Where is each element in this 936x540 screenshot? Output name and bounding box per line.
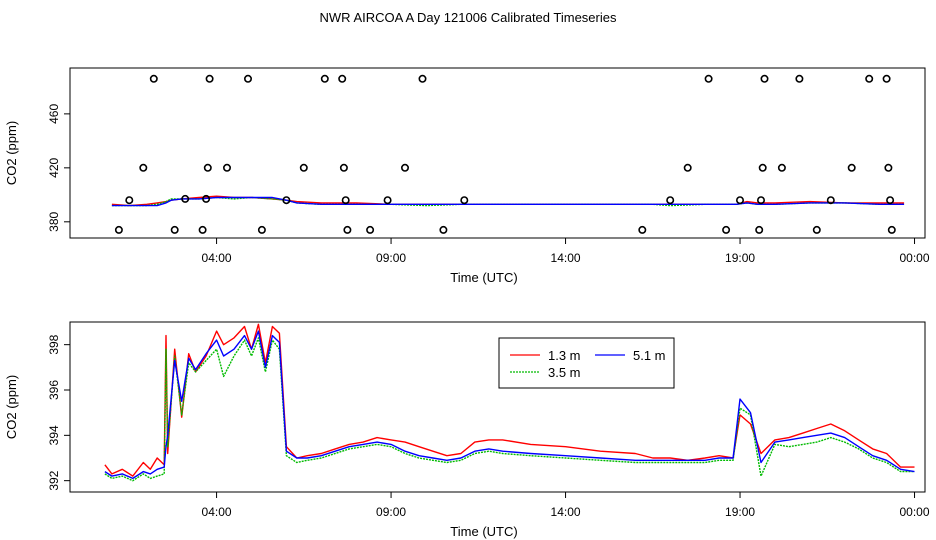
y-axis-bottom: 392 394 396 398 <box>47 334 70 491</box>
series-group-bottom <box>104 323 915 482</box>
chart-title: NWR AIRCOA A Day 121006 Calibrated Times… <box>320 10 617 25</box>
y-axis-top: 380 420 460 <box>47 104 70 232</box>
data-point-36 <box>777 163 786 172</box>
legend-box <box>498 337 675 389</box>
data-point-5 <box>181 194 190 203</box>
x-axis-top: 04:00 09:00 14:00 19:00 00:00 <box>202 238 930 265</box>
data-point-14 <box>299 163 308 172</box>
legend-label-3-5m: 3.5 m <box>548 365 581 380</box>
x-axis-label-bottom: Time (UTC) <box>450 524 517 539</box>
y-tick-label-top-1: 420 <box>47 158 61 178</box>
y-tick-label-bottom-0: 392 <box>47 470 61 490</box>
series-line-bottom-5-1-m <box>104 330 915 480</box>
data-point-37 <box>795 74 804 83</box>
data-point-6 <box>198 225 207 234</box>
x-tick-label-top-1: 09:00 <box>376 251 406 265</box>
data-point-39 <box>826 196 835 205</box>
data-point-27 <box>666 196 675 205</box>
data-point-30 <box>722 225 731 234</box>
data-point-26 <box>638 225 647 234</box>
data-point-11 <box>244 74 253 83</box>
data-point-44 <box>886 196 895 205</box>
legend-label-5-1m: 5.1 m <box>633 348 666 363</box>
y-axis-label-top: CO2 (ppm) <box>4 121 19 185</box>
data-point-7 <box>202 194 211 203</box>
data-point-1 <box>125 196 134 205</box>
series-line-top-5-1-m <box>111 196 905 207</box>
data-point-12 <box>257 225 266 234</box>
data-point-28 <box>683 163 692 172</box>
x-tick-label-top-2: 14:00 <box>551 251 581 265</box>
series-group-top <box>111 195 905 207</box>
data-point-43 <box>884 163 893 172</box>
x-axis-bottom: 04:00 09:00 14:00 19:00 00:00 <box>202 492 930 519</box>
plot-frame-top <box>69 67 926 239</box>
data-point-17 <box>339 163 348 172</box>
data-point-34 <box>758 163 767 172</box>
x-tick-label-bottom-3: 19:00 <box>725 505 755 519</box>
data-point-2 <box>139 163 148 172</box>
y-tick-label-top-0: 380 <box>47 211 61 231</box>
y-axis-label-bottom: CO2 (ppm) <box>4 375 19 439</box>
x-tick-label-bottom-1: 09:00 <box>376 505 406 519</box>
x-axis-label-top: Time (UTC) <box>450 270 517 285</box>
data-point-13 <box>282 196 291 205</box>
legend-label-1-3m: 1.3 m <box>548 348 581 363</box>
legend: 1.3 m 5.1 m 3.5 m <box>498 337 675 389</box>
data-point-29 <box>704 74 713 83</box>
data-point-23 <box>418 74 427 83</box>
data-point-8 <box>203 163 212 172</box>
panel-bottom: 04:00 09:00 14:00 19:00 00:00 392 394 396 398 T… <box>4 321 930 539</box>
data-point-42 <box>882 74 891 83</box>
data-point-3 <box>149 74 158 83</box>
data-point-18 <box>341 196 350 205</box>
y-tick-label-top-2: 460 <box>47 104 61 124</box>
y-tick-label-bottom-2: 396 <box>47 380 61 400</box>
data-point-24 <box>439 225 448 234</box>
points-group-top <box>114 74 896 234</box>
data-point-25 <box>460 196 469 205</box>
y-tick-label-bottom-1: 394 <box>47 425 61 445</box>
y-tick-label-bottom-3: 398 <box>47 334 61 354</box>
data-point-31 <box>735 196 744 205</box>
data-point-22 <box>400 163 409 172</box>
panel-top: 04:00 09:00 14:00 19:00 00:00 380 420 460 Time… <box>4 67 930 285</box>
x-tick-label-bottom-0: 04:00 <box>202 505 232 519</box>
data-point-9 <box>205 74 214 83</box>
series-line-bottom-3-5-m <box>104 337 915 482</box>
data-point-33 <box>756 196 765 205</box>
data-point-4 <box>170 225 179 234</box>
data-point-40 <box>847 163 856 172</box>
data-point-0 <box>114 225 123 234</box>
data-point-32 <box>755 225 764 234</box>
data-point-35 <box>760 74 769 83</box>
x-tick-label-top-4: 00:00 <box>900 251 930 265</box>
plot-frame-bottom <box>69 321 926 493</box>
data-point-15 <box>320 74 329 83</box>
data-point-19 <box>343 225 352 234</box>
data-point-10 <box>223 163 232 172</box>
data-point-21 <box>383 196 392 205</box>
x-tick-label-top-3: 19:00 <box>725 251 755 265</box>
data-point-16 <box>338 74 347 83</box>
x-tick-label-top-0: 04:00 <box>202 251 232 265</box>
data-point-45 <box>887 225 896 234</box>
x-tick-label-bottom-2: 14:00 <box>551 505 581 519</box>
data-point-20 <box>366 225 375 234</box>
x-tick-label-bottom-4: 00:00 <box>900 505 930 519</box>
data-point-41 <box>865 74 874 83</box>
data-point-38 <box>812 225 821 234</box>
